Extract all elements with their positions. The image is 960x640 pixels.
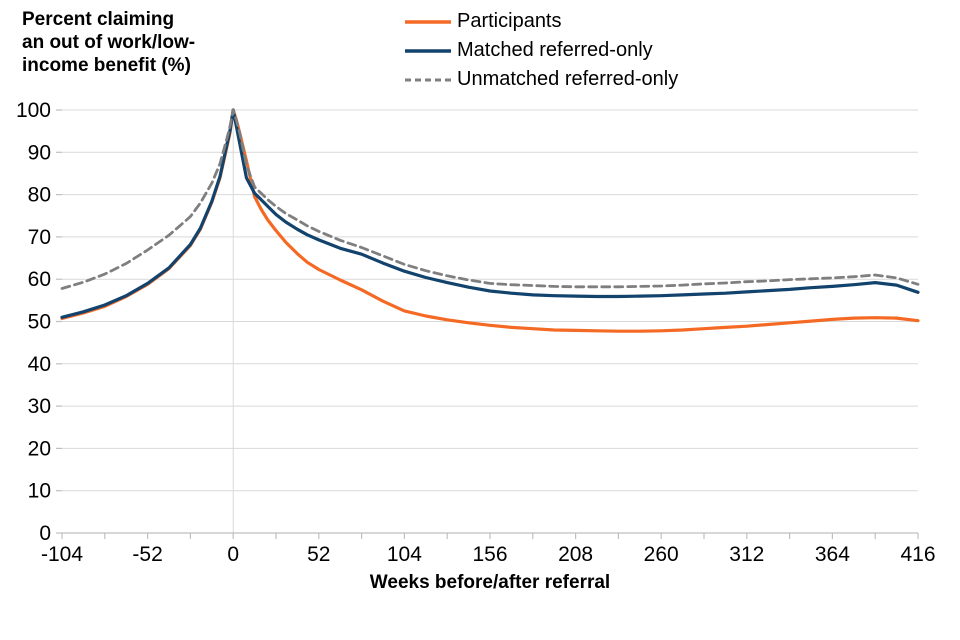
x-tick-label-104: 104 xyxy=(387,543,422,566)
y-tick-label-50: 50 xyxy=(28,311,51,334)
legend-item-unmatched-referred-only: Unmatched referred-only xyxy=(404,65,678,94)
unmatched-referred-only-line-sample-icon xyxy=(405,78,451,81)
y-tick-label-80: 80 xyxy=(28,184,51,207)
x-tick-label--52: -52 xyxy=(132,543,162,566)
matched-referred-only-line-sample-icon xyxy=(405,48,451,53)
y-axis-title-line-3: income benefit (%) xyxy=(22,55,191,76)
x-tick-label-156: 156 xyxy=(472,543,507,566)
y-tick-label-90: 90 xyxy=(28,141,51,164)
y-tick-label-40: 40 xyxy=(28,353,51,376)
y-tick-label-10: 10 xyxy=(28,480,51,503)
series-line-matched-referred-only xyxy=(60,108,920,319)
legend-label-unmatched-referred-only: Unmatched referred-only xyxy=(457,68,679,90)
legend-item-participants: Participants xyxy=(404,7,678,36)
y-axis-title-line-1: Percent claiming xyxy=(22,9,175,30)
legend-label-matched-referred-only: Matched referred-only xyxy=(457,39,653,61)
x-axis-title: Weeks before/after referral xyxy=(369,572,611,593)
participants-line-sample-icon xyxy=(405,19,451,24)
legend-label-participants: Participants xyxy=(457,10,562,32)
x-tick-label--104: -104 xyxy=(41,543,83,566)
y-tick-label-20: 20 xyxy=(28,437,51,460)
legend: Participants Matched referred-only Unmat… xyxy=(404,7,678,94)
x-tick-label-416: 416 xyxy=(900,543,935,566)
x-tick-label-364: 364 xyxy=(815,543,850,566)
x-tick-label-52: 52 xyxy=(307,543,330,566)
x-tick-label-260: 260 xyxy=(644,543,679,566)
series-line-unmatched-referred-only xyxy=(60,108,920,290)
y-tick-label-70: 70 xyxy=(28,226,51,249)
legend-item-matched-referred-only: Matched referred-only xyxy=(404,36,678,65)
y-tick-label-0: 0 xyxy=(39,522,51,545)
x-tick-label-312: 312 xyxy=(729,543,764,566)
y-tick-label-30: 30 xyxy=(28,395,51,418)
series-line-participants xyxy=(60,108,920,333)
y-tick-label-100: 100 xyxy=(16,99,51,122)
y-axis-title: Percent claiming an out of work/low- inc… xyxy=(22,8,195,77)
x-tick-label-208: 208 xyxy=(558,543,593,566)
x-tick-label-0: 0 xyxy=(227,543,239,566)
y-tick-label-60: 60 xyxy=(28,268,51,291)
y-axis-title-line-2: an out of work/low- xyxy=(22,32,196,53)
